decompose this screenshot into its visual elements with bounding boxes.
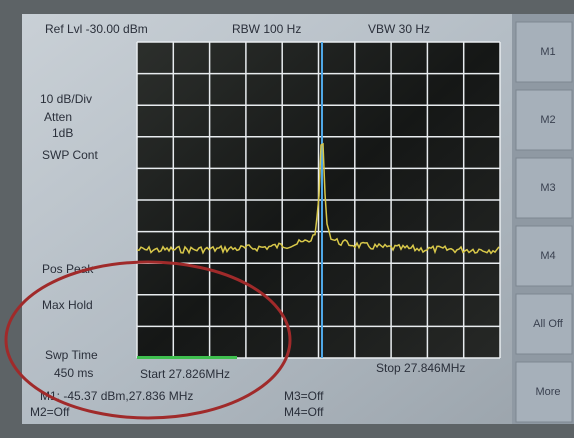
trace-mode: Max Hold <box>42 298 93 312</box>
start-frequency: Start 27.826MHz <box>140 367 230 381</box>
softkey[interactable] <box>515 157 573 219</box>
ref-level: Ref Lvl -30.00 dBm <box>45 22 148 36</box>
rbw: RBW 100 Hz <box>232 22 301 36</box>
sweep-time-label: Swp Time <box>45 348 98 362</box>
softkeys: M1 M2 M3 M4 All Off More <box>515 21 573 423</box>
grid <box>136 41 501 359</box>
softkey-label[interactable]: M1 <box>540 46 555 58</box>
softkey-label[interactable]: More <box>535 386 560 398</box>
marker2-readout: M2=Off <box>30 405 70 419</box>
softkey[interactable] <box>515 225 573 287</box>
softkey-label[interactable]: M3 <box>540 182 555 194</box>
red-circle <box>4 260 292 420</box>
marker3-readout: M3=Off <box>284 389 324 403</box>
softkey-label[interactable]: M2 <box>540 114 555 126</box>
sweep-mode: SWP Cont <box>42 148 98 162</box>
softkey[interactable] <box>515 21 573 83</box>
sweep-time: 450 ms <box>54 366 93 380</box>
softkey-label[interactable]: All Off <box>533 318 564 330</box>
softkey[interactable] <box>515 293 573 355</box>
marker4-readout: M4=Off <box>284 405 324 419</box>
scale: 10 dB/Div <box>40 92 92 106</box>
softkey[interactable] <box>515 361 573 423</box>
vbw: VBW 30 Hz <box>368 22 430 36</box>
atten-value: 1dB <box>52 126 73 140</box>
atten: Atten <box>44 110 72 124</box>
stop-frequency: Stop 27.846MHz <box>376 361 465 375</box>
sweep-bar <box>137 356 237 359</box>
softkey[interactable] <box>515 89 573 151</box>
marker1-readout: M1: -45.37 dBm,27.836 MHz <box>40 389 193 403</box>
softkey-label[interactable]: M4 <box>540 250 555 262</box>
trace <box>136 142 500 255</box>
